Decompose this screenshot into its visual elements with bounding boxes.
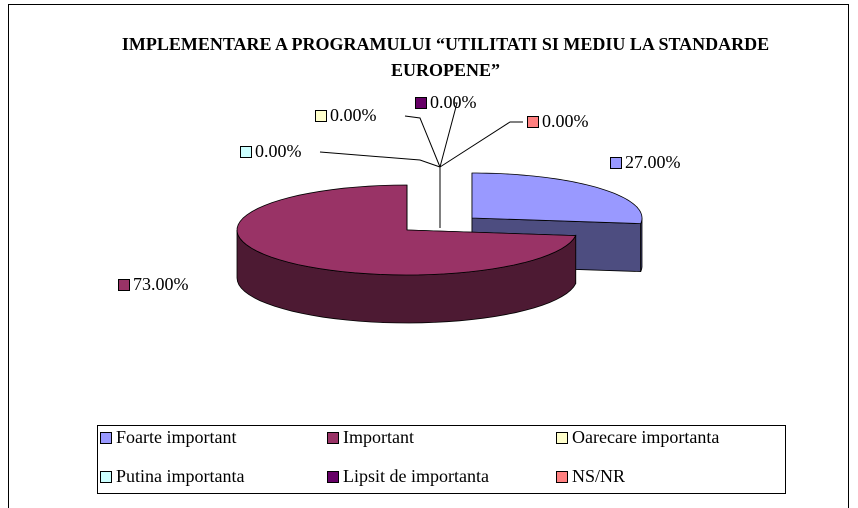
data-label: 27.00% <box>625 152 681 172</box>
leader-line <box>404 115 441 168</box>
label-key <box>415 97 427 109</box>
legend-key <box>556 432 568 444</box>
slice-side <box>640 218 643 272</box>
legend-key <box>556 471 568 483</box>
legend-key <box>100 432 112 444</box>
legend-key <box>100 471 112 483</box>
legend-label: Putina importanta <box>116 466 244 486</box>
legend-label: Important <box>343 427 414 447</box>
legend-box <box>97 425 786 494</box>
slice <box>236 184 577 276</box>
leader-line <box>439 121 523 168</box>
legend-key <box>327 432 339 444</box>
label-key <box>527 116 539 128</box>
legend-label: Oarecare importanta <box>572 427 719 447</box>
label-key <box>240 146 252 158</box>
data-label: 0.00% <box>330 105 377 125</box>
legend-label: Foarte important <box>116 427 236 447</box>
data-label: 0.00% <box>430 92 477 112</box>
data-label: 73.00% <box>133 274 189 294</box>
label-key <box>610 157 622 169</box>
data-label: 0.00% <box>255 141 302 161</box>
leader-lines <box>319 102 523 228</box>
data-label: 0.00% <box>542 111 589 131</box>
legend-label: Lipsit de importanta <box>343 466 489 486</box>
label-key <box>118 279 130 291</box>
slice <box>471 172 643 225</box>
leader-line <box>439 102 458 168</box>
legend-label: NS/NR <box>572 466 625 486</box>
leader-line <box>319 151 441 168</box>
label-key <box>315 110 327 122</box>
legend-key <box>327 471 339 483</box>
chart-title: IMPLEMENTARE A PROGRAMULUI “UTILITATI SI… <box>121 34 770 80</box>
